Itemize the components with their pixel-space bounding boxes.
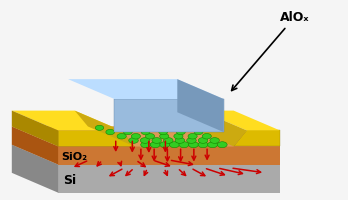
Ellipse shape: [140, 138, 150, 143]
Ellipse shape: [194, 129, 203, 135]
Ellipse shape: [141, 142, 151, 148]
Ellipse shape: [124, 129, 132, 135]
Ellipse shape: [174, 133, 183, 139]
Text: AlOₓ: AlOₓ: [232, 11, 309, 91]
Ellipse shape: [160, 133, 169, 139]
Polygon shape: [88, 126, 234, 146]
Ellipse shape: [175, 138, 185, 143]
Polygon shape: [75, 111, 134, 146]
Ellipse shape: [131, 133, 141, 139]
Ellipse shape: [198, 142, 208, 148]
Ellipse shape: [208, 142, 218, 148]
Ellipse shape: [187, 138, 196, 143]
Polygon shape: [58, 130, 134, 146]
Ellipse shape: [95, 125, 104, 130]
Ellipse shape: [202, 133, 211, 139]
Ellipse shape: [189, 142, 198, 148]
Ellipse shape: [141, 129, 150, 135]
Ellipse shape: [106, 129, 114, 135]
Polygon shape: [68, 79, 224, 99]
Ellipse shape: [152, 138, 161, 143]
Ellipse shape: [169, 142, 179, 148]
Ellipse shape: [188, 133, 197, 139]
Ellipse shape: [140, 125, 149, 130]
Ellipse shape: [150, 142, 160, 148]
Polygon shape: [58, 165, 280, 193]
Polygon shape: [12, 126, 280, 146]
Ellipse shape: [217, 142, 227, 148]
Ellipse shape: [198, 138, 208, 143]
Ellipse shape: [176, 129, 185, 135]
Ellipse shape: [145, 133, 155, 139]
Polygon shape: [58, 146, 280, 165]
Text: Si: Si: [63, 174, 76, 187]
Polygon shape: [200, 111, 280, 130]
Ellipse shape: [210, 138, 219, 143]
Ellipse shape: [117, 133, 126, 139]
Ellipse shape: [118, 125, 126, 130]
Polygon shape: [234, 130, 280, 146]
Ellipse shape: [164, 138, 173, 143]
Polygon shape: [12, 126, 58, 165]
Polygon shape: [177, 79, 224, 132]
Ellipse shape: [185, 125, 194, 130]
Text: SiO₂: SiO₂: [62, 152, 87, 162]
Ellipse shape: [159, 129, 168, 135]
Ellipse shape: [163, 125, 171, 130]
Polygon shape: [114, 99, 224, 132]
Ellipse shape: [129, 138, 138, 143]
Polygon shape: [12, 111, 121, 130]
Polygon shape: [187, 111, 247, 146]
Ellipse shape: [160, 142, 170, 148]
Polygon shape: [12, 145, 58, 193]
Polygon shape: [12, 145, 280, 165]
Polygon shape: [12, 111, 58, 146]
Ellipse shape: [179, 142, 189, 148]
